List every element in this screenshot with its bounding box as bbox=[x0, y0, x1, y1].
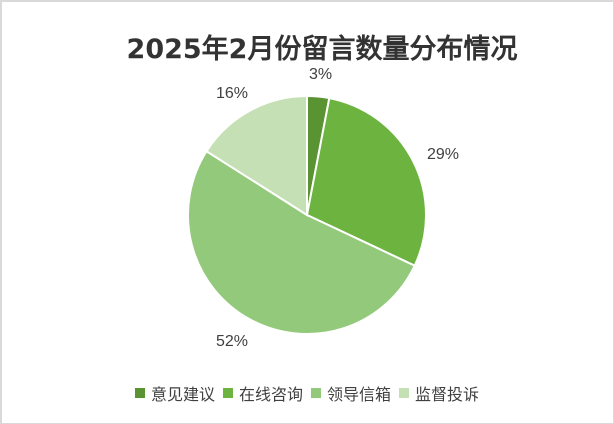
label-jianduтousu: 16% bbox=[216, 85, 249, 102]
legend-item-zaixianzixun[interactable]: 在线咨询 bbox=[222, 381, 303, 405]
legend-swatch bbox=[134, 388, 145, 398]
label-zaixianzixun: 29% bbox=[427, 146, 460, 163]
label-lingdaoxinxiang: 52% bbox=[216, 333, 249, 350]
legend-item-yijianjianyi[interactable]: 意见建议 bbox=[134, 381, 215, 405]
legend-swatch bbox=[311, 388, 321, 398]
legend: 意见建议 在线咨询 领导信箱 监督投诉 bbox=[0, 381, 614, 405]
chart-title: 2025年2月份留言数量分布情况 bbox=[126, 34, 518, 65]
label-yijianjianyi: 3% bbox=[309, 66, 333, 83]
legend-label: 领导信箱 bbox=[327, 385, 392, 404]
pie-slice-3[interactable] bbox=[205, 94, 308, 217]
legend-label: 监督投诉 bbox=[415, 385, 480, 404]
legend-swatch bbox=[399, 388, 410, 398]
legend-label: 在线咨询 bbox=[238, 385, 303, 404]
legend-item-jiandutousu[interactable]: 监督投诉 bbox=[399, 381, 479, 405]
pie-slice-1[interactable] bbox=[305, 96, 427, 267]
legend-label: 意见建议 bbox=[150, 385, 215, 404]
legend-swatch bbox=[222, 388, 233, 398]
pie-slice-2[interactable] bbox=[187, 149, 417, 335]
pie-slices bbox=[187, 94, 427, 335]
legend-item-lingdaoxinxiang[interactable]: 领导信箱 bbox=[311, 381, 391, 405]
